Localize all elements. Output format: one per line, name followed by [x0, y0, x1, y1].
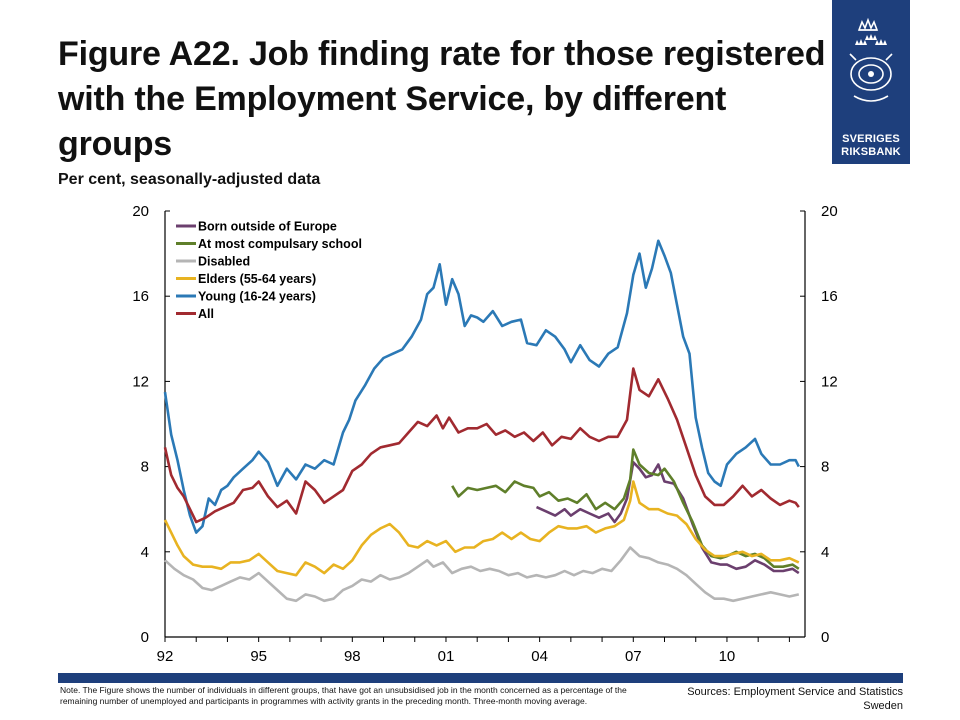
footer-divider	[58, 673, 903, 683]
x-tick-label: 92	[157, 648, 174, 665]
riksbank-crest-icon	[849, 17, 893, 102]
y-tick-label: 20	[132, 203, 149, 220]
chart-title: Figure A22. Job finding rate for those r…	[58, 35, 826, 163]
series-line-0	[535, 461, 800, 575]
x-tick-label: 95	[250, 648, 267, 665]
chart-subtitle: Per cent, seasonally-adjusted data	[58, 171, 321, 188]
series-line-3	[163, 480, 800, 577]
legend-label: All	[198, 307, 214, 321]
y-tick-label: 16	[132, 288, 149, 305]
logo-line2: RIKSBANK	[841, 146, 901, 158]
legend-label: Elders (55-64 years)	[198, 272, 316, 286]
y-tick-label-right: 20	[821, 203, 838, 220]
x-tick-label: 07	[625, 648, 642, 665]
y-tick-label: 0	[141, 629, 149, 646]
logo-line1: SVERIGES	[842, 133, 900, 145]
y-tick-label-right: 12	[821, 373, 838, 390]
x-tick-label: 98	[344, 648, 361, 665]
legend-label: At most compulsary school	[198, 237, 362, 251]
legend-label: Disabled	[198, 255, 250, 269]
chart-legend: Born outside of Europe At most compulsary…	[176, 220, 362, 321]
y-tick-label: 12	[132, 373, 149, 390]
y-tick-label: 4	[141, 544, 149, 561]
y-tick-label-right: 0	[821, 629, 829, 646]
x-tick-label: 10	[719, 648, 736, 665]
series-line-5	[163, 367, 800, 524]
y-tick-label: 8	[141, 459, 149, 476]
series-line-4	[163, 239, 800, 534]
y-tick-label-right: 8	[821, 459, 829, 476]
riksbank-logo: SVERIGES RIKSBANK	[832, 0, 910, 164]
legend-label: Young (16-24 years)	[198, 290, 316, 304]
footer-sources: Sources: Employment Service and Statisti…	[687, 686, 903, 712]
x-tick-label: 04	[531, 648, 548, 665]
y-tick-label-right: 4	[821, 544, 829, 561]
x-tick-label: 01	[438, 648, 455, 665]
series-line-2	[164, 546, 800, 603]
footer-note: Note. The Figure shows the number of ind…	[60, 685, 627, 706]
series-line-1	[451, 448, 800, 570]
legend-label: Born outside of Europe	[198, 220, 337, 234]
y-tick-label-right: 16	[821, 288, 838, 305]
chart-series	[163, 239, 800, 603]
